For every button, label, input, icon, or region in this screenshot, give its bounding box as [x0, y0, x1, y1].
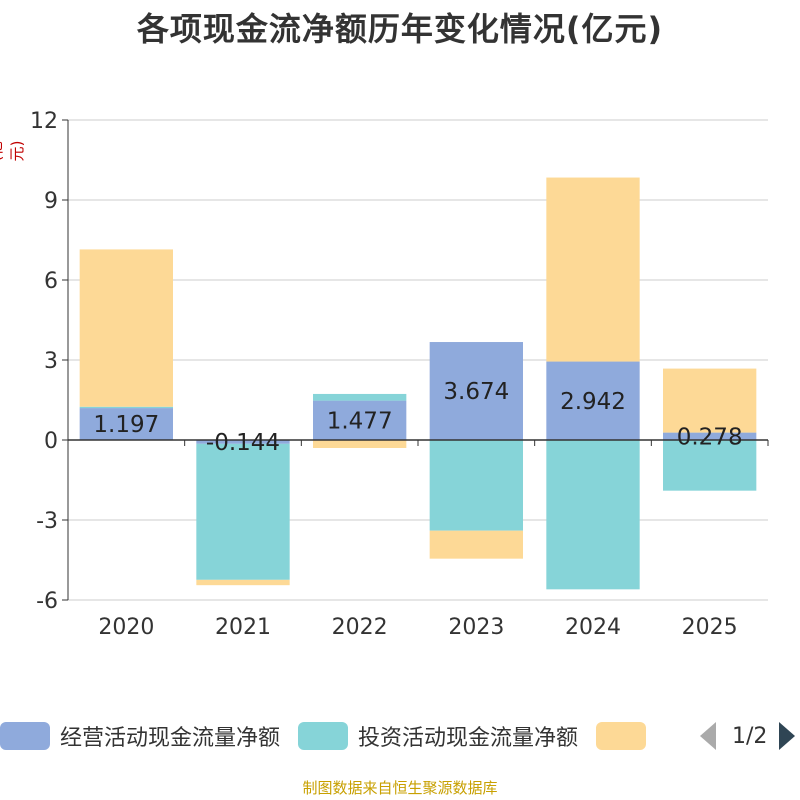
y-tick-label: 9 — [44, 189, 58, 214]
bar-investing-2022 — [313, 393, 407, 401]
x-tick-label: 2024 — [565, 615, 621, 640]
data-source-note: 制图数据来自恒生聚源数据库 — [302, 779, 498, 797]
legend-item-financing[interactable] — [596, 722, 656, 750]
bar-investing-2021 — [196, 443, 290, 580]
bar-financing-2025 — [663, 368, 757, 433]
x-tick-label: 2020 — [98, 615, 154, 640]
data-label: -0.144 — [206, 430, 280, 456]
chart-title: 各项现金流净额历年变化情况(亿元) — [136, 10, 664, 48]
legend-item-operating[interactable]: 经营活动现金流量净额 — [0, 720, 280, 752]
y-tick-label: -3 — [36, 509, 58, 534]
bar-investing-2025 — [663, 440, 757, 491]
bar-operating-2023 — [429, 342, 523, 440]
data-label: 2.942 — [560, 389, 626, 415]
x-tick-label: 2023 — [448, 615, 504, 640]
bar-investing-2024 — [546, 440, 640, 590]
bar-financing-2023 — [429, 530, 523, 559]
legend-label-operating: 经营活动现金流量净额 — [60, 726, 281, 751]
bar-operating-2020 — [79, 408, 173, 440]
legend-swatch-operating — [0, 722, 50, 750]
bar-financing-2022 — [313, 440, 407, 448]
y-tick-label: 6 — [44, 269, 58, 294]
y-tick-label: 0 — [44, 429, 58, 454]
data-label: 3.674 — [443, 379, 509, 405]
data-label: 0.278 — [677, 424, 743, 450]
bar-investing-2020 — [79, 406, 173, 409]
legend-page-indicator: 1/2 — [732, 723, 768, 749]
legend-swatch-investing — [298, 722, 349, 750]
legend-swatch-financing — [596, 722, 647, 750]
bar-financing-2020 — [79, 249, 173, 407]
legend-item-investing[interactable]: 投资活动现金流量净额 — [298, 720, 578, 752]
y-tick-label: 3 — [44, 349, 58, 374]
legend-label-investing: 投资活动现金流量净额 — [358, 726, 579, 751]
bar-financing-2024 — [546, 177, 640, 362]
x-tick-label: 2025 — [682, 615, 738, 640]
data-label: 1.477 — [327, 408, 393, 434]
bar-operating-2025 — [663, 432, 757, 440]
data-label: 1.197 — [93, 412, 159, 438]
bar-operating-2021 — [196, 440, 290, 444]
bar-operating-2024 — [546, 361, 640, 440]
y-tick-label: 12 — [30, 109, 58, 134]
bar-operating-2022 — [313, 400, 407, 440]
legend-next-icon[interactable] — [779, 722, 796, 750]
bar-investing-2023 — [429, 440, 523, 531]
legend-prev-icon[interactable] — [700, 722, 716, 750]
y-tick-label: -6 — [36, 589, 58, 614]
x-tick-label: 2022 — [332, 615, 388, 640]
bar-financing-2021 — [196, 579, 290, 586]
legend: 经营活动现金流量净额 投资活动现金流量净额 — [0, 716, 674, 756]
legend-pager: 1/2 — [700, 718, 796, 754]
x-tick-label: 2021 — [215, 615, 271, 640]
